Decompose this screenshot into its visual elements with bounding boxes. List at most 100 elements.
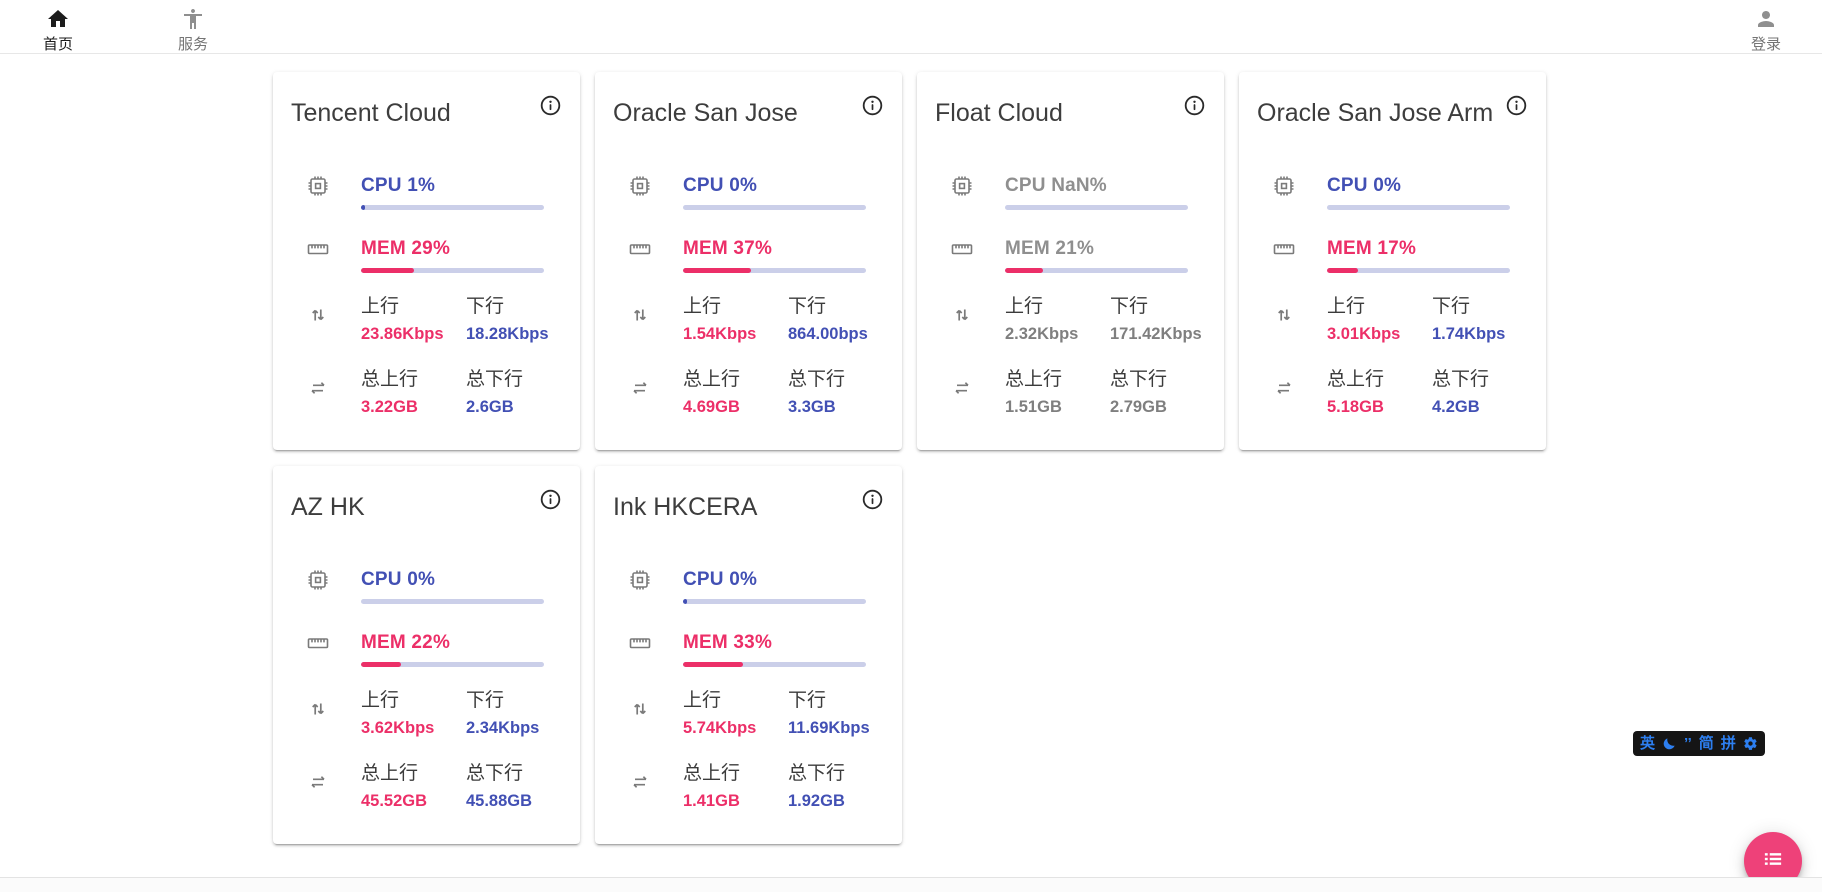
total-upload-stat: 总上行 5.18GB xyxy=(1327,368,1432,417)
nav-login-label: 登录 xyxy=(1750,36,1781,53)
ime-punctuation-toggle[interactable]: ’’ xyxy=(1684,735,1692,752)
cpu-progress-track xyxy=(1327,205,1510,210)
mem-progress-track xyxy=(361,662,544,667)
total-upload-value: 1.41GB xyxy=(683,792,740,810)
server-card-header: AZ HK xyxy=(273,466,580,524)
accessibility-icon xyxy=(181,6,205,32)
ram-ruler-icon xyxy=(950,237,974,266)
mem-progress-fill xyxy=(361,662,402,667)
swap-horizontal-icon xyxy=(628,770,652,799)
ram-ruler-icon xyxy=(306,631,330,660)
mem-usage-text: MEM 21% xyxy=(1005,238,1095,259)
info-icon[interactable] xyxy=(1505,94,1528,122)
nav-item-services[interactable]: 服务 xyxy=(163,6,223,54)
cpu-row: CPU 0% xyxy=(1272,174,1510,210)
total-row: 总上行 1.41GB 总下行 1.92GB xyxy=(628,762,866,811)
cpu-progress-track xyxy=(1005,205,1188,210)
total-upload-value: 3.22GB xyxy=(361,398,418,416)
download-label: 下行 xyxy=(788,690,827,711)
download-value: 2.34Kbps xyxy=(466,719,540,737)
info-icon[interactable] xyxy=(861,94,884,122)
upload-value: 2.32Kbps xyxy=(1005,325,1079,343)
ime-english-toggle[interactable]: 英 xyxy=(1640,735,1656,752)
download-label: 下行 xyxy=(788,296,827,317)
server-card: Float Cloud CPU NaN xyxy=(917,72,1224,450)
gear-icon[interactable] xyxy=(1743,736,1758,751)
swap-horizontal-icon xyxy=(628,376,652,405)
total-download-stat: 总下行 45.88GB xyxy=(466,762,571,811)
nav-home-label: 首页 xyxy=(42,36,73,53)
server-card-header: Tencent Cloud xyxy=(273,72,580,130)
up-down-arrows-icon xyxy=(306,303,330,332)
cpu-row: CPU 0% xyxy=(628,174,866,210)
total-row: 总上行 1.51GB 总下行 2.79GB xyxy=(950,368,1188,417)
upload-label: 上行 xyxy=(683,296,722,317)
mem-row: MEM 17% xyxy=(1272,237,1510,273)
cpu-usage-text: CPU 0% xyxy=(1327,175,1402,196)
download-stat: 下行 864.00bps xyxy=(788,295,893,344)
total-upload-label: 总上行 xyxy=(683,763,741,784)
total-download-label: 总下行 xyxy=(788,369,846,390)
ime-simplified-toggle[interactable]: 简 xyxy=(1698,735,1714,752)
download-value: 1.74Kbps xyxy=(1432,325,1506,343)
upload-stat: 上行 23.86Kbps xyxy=(361,295,466,344)
total-upload-stat: 总上行 3.22GB xyxy=(361,368,466,417)
total-download-stat: 总下行 3.3GB xyxy=(788,368,893,417)
upload-label: 上行 xyxy=(1005,296,1044,317)
server-card-body: CPU 0% MEM 37% xyxy=(595,174,902,417)
total-download-stat: 总下行 2.79GB xyxy=(1110,368,1215,417)
nav-item-home[interactable]: 首页 xyxy=(28,6,88,54)
total-row: 总上行 3.22GB 总下行 2.6GB xyxy=(306,368,544,417)
mem-usage-text: MEM 33% xyxy=(683,632,773,653)
up-down-arrows-icon xyxy=(1272,303,1296,332)
swap-horizontal-icon xyxy=(950,376,974,405)
total-download-value: 4.2GB xyxy=(1432,398,1480,416)
server-card-body: CPU 0% MEM 17% xyxy=(1239,174,1546,417)
up-down-arrows-icon xyxy=(306,697,330,726)
ime-pinyin-toggle[interactable]: 拼 xyxy=(1720,735,1736,752)
server-card-body: CPU 1% MEM 29% xyxy=(273,174,580,417)
server-name: Ink HKCERA xyxy=(613,493,758,521)
upload-label: 上行 xyxy=(683,690,722,711)
upload-value: 23.86Kbps xyxy=(361,325,444,343)
upload-value: 3.01Kbps xyxy=(1327,325,1401,343)
mem-progress-track xyxy=(361,268,544,273)
server-card-body: CPU 0% MEM 22% xyxy=(273,568,580,811)
download-label: 下行 xyxy=(1432,296,1471,317)
moon-icon[interactable] xyxy=(1662,736,1677,751)
cpu-progress-track xyxy=(361,205,544,210)
upload-label: 上行 xyxy=(1327,296,1366,317)
mem-usage-text: MEM 29% xyxy=(361,238,451,259)
swap-horizontal-icon xyxy=(1272,376,1296,405)
total-upload-label: 总上行 xyxy=(1005,369,1063,390)
info-icon[interactable] xyxy=(861,488,884,516)
info-icon[interactable] xyxy=(539,488,562,516)
up-down-arrows-icon xyxy=(628,303,652,332)
upload-value: 3.62Kbps xyxy=(361,719,435,737)
network-row: 上行 5.74Kbps 下行 11.69Kbps xyxy=(628,689,870,738)
total-download-label: 总下行 xyxy=(466,369,524,390)
server-card: AZ HK CPU 0% xyxy=(273,466,580,844)
total-upload-stat: 总上行 4.69GB xyxy=(683,368,788,417)
mem-progress-track xyxy=(1005,268,1188,273)
server-grid: Tencent Cloud CPU 1 xyxy=(273,72,1563,844)
cpu-progress-fill xyxy=(683,599,687,604)
total-download-stat: 总下行 1.92GB xyxy=(788,762,893,811)
total-upload-label: 总上行 xyxy=(361,369,419,390)
info-icon[interactable] xyxy=(539,94,562,122)
info-icon[interactable] xyxy=(1183,94,1206,122)
nav-item-login[interactable]: 登录 xyxy=(1736,6,1796,54)
mem-row: MEM 21% xyxy=(950,237,1188,273)
up-down-arrows-icon xyxy=(628,697,652,726)
swap-horizontal-icon xyxy=(306,376,330,405)
server-name: Oracle San Jose Arm xyxy=(1257,99,1494,127)
download-label: 下行 xyxy=(466,690,505,711)
upload-value: 1.54Kbps xyxy=(683,325,757,343)
total-download-label: 总下行 xyxy=(466,763,524,784)
server-name: AZ HK xyxy=(291,493,365,521)
total-upload-label: 总上行 xyxy=(683,369,741,390)
cpu-chip-icon xyxy=(306,174,330,203)
network-row: 上行 23.86Kbps 下行 18.28Kbps xyxy=(306,295,549,344)
mem-progress-fill xyxy=(683,662,744,667)
cpu-progress-track xyxy=(361,599,544,604)
